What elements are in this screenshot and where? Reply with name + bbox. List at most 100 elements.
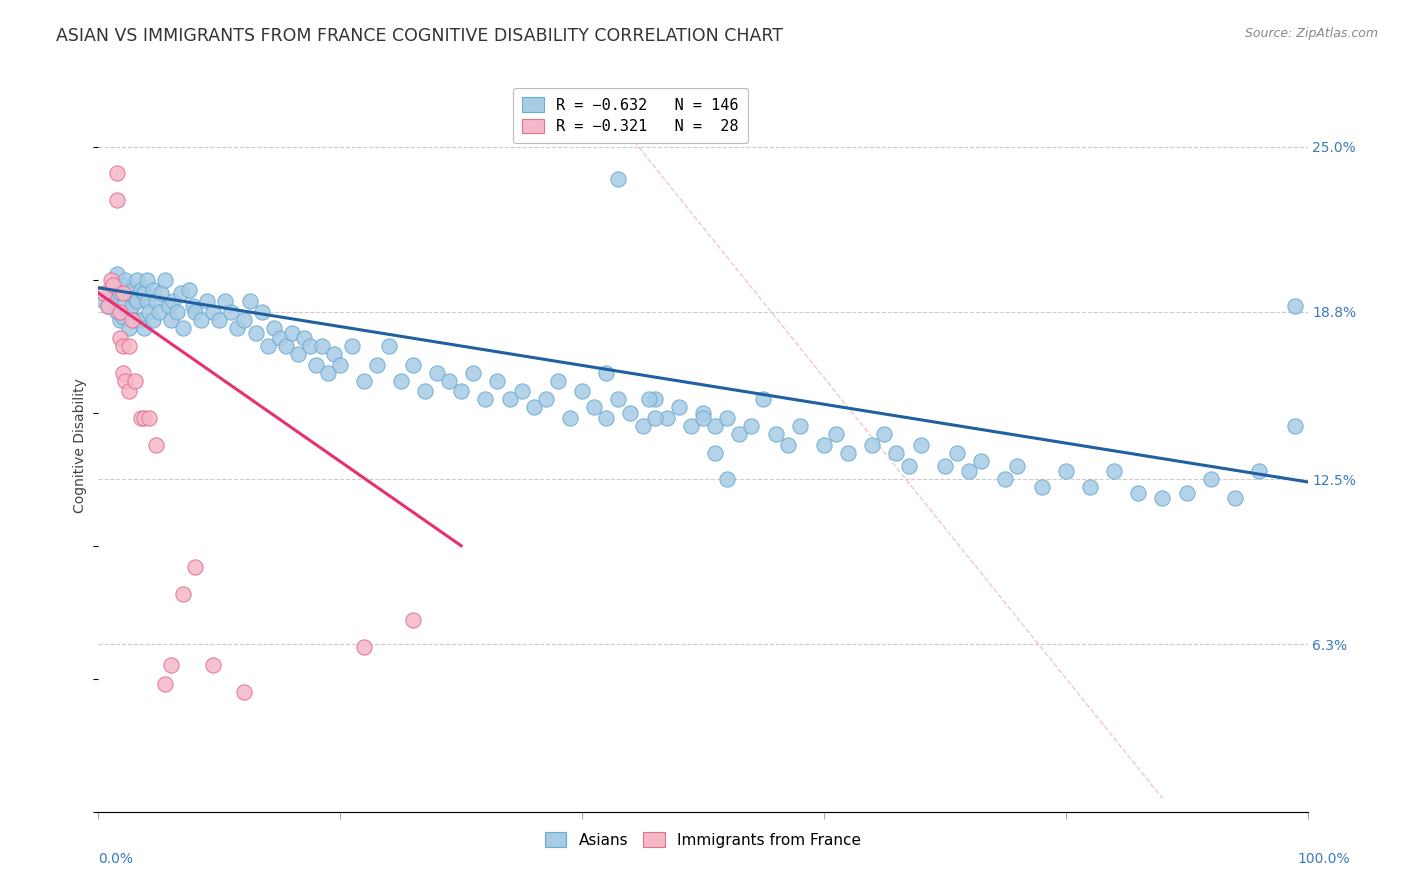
Point xyxy=(583,401,606,415)
Point xyxy=(389,374,412,388)
Point xyxy=(166,304,188,318)
Text: Source: ZipAtlas.com: Source: ZipAtlas.com xyxy=(1244,27,1378,40)
Text: ASIAN VS IMMIGRANTS FROM FRANCE COGNITIVE DISABILITY CORRELATION CHART: ASIAN VS IMMIGRANTS FROM FRANCE COGNITIV… xyxy=(56,27,783,45)
Point xyxy=(619,406,641,420)
Point xyxy=(655,411,678,425)
Point xyxy=(498,392,520,407)
Point xyxy=(1284,419,1306,434)
Point xyxy=(245,326,267,340)
Point xyxy=(118,339,141,353)
Point xyxy=(402,613,425,627)
Point xyxy=(957,464,980,478)
Point xyxy=(172,586,194,600)
Point xyxy=(105,304,128,318)
Point xyxy=(160,658,183,673)
Point xyxy=(644,411,666,425)
Point xyxy=(426,366,449,380)
Point xyxy=(150,286,173,301)
Point xyxy=(523,401,546,415)
Point xyxy=(138,411,160,425)
Point xyxy=(121,299,143,313)
Point xyxy=(134,320,156,334)
Point xyxy=(607,171,630,186)
Point xyxy=(637,392,659,407)
Point xyxy=(704,445,727,459)
Point xyxy=(486,374,509,388)
Point xyxy=(124,374,146,388)
Point xyxy=(93,286,115,301)
Point xyxy=(366,358,388,372)
Point xyxy=(752,392,775,407)
Point xyxy=(111,286,134,301)
Point xyxy=(668,401,690,415)
Point xyxy=(323,347,346,361)
Point xyxy=(644,392,666,407)
Point xyxy=(181,299,204,313)
Point xyxy=(1007,458,1029,473)
Point xyxy=(93,293,115,308)
Point xyxy=(269,331,291,345)
Point xyxy=(1175,485,1198,500)
Point xyxy=(1223,491,1246,505)
Point xyxy=(571,384,593,399)
Point xyxy=(873,427,896,442)
Point xyxy=(162,293,184,308)
Point xyxy=(101,278,124,293)
Point xyxy=(135,293,157,308)
Point xyxy=(239,293,262,308)
Point xyxy=(679,419,702,434)
Point xyxy=(595,366,617,380)
Point xyxy=(970,453,993,467)
Point xyxy=(353,374,375,388)
Point xyxy=(145,293,167,308)
Point xyxy=(631,419,654,434)
Point xyxy=(148,304,170,318)
Point xyxy=(108,304,131,318)
Point xyxy=(934,458,956,473)
Point xyxy=(214,293,236,308)
Point xyxy=(595,411,617,425)
Point xyxy=(776,438,799,452)
Point xyxy=(108,312,131,326)
Point xyxy=(1031,480,1053,494)
Text: 0.0%: 0.0% xyxy=(98,852,134,866)
Point xyxy=(111,310,134,324)
Point xyxy=(994,472,1017,486)
Point xyxy=(256,339,278,353)
Point xyxy=(1054,464,1077,478)
Point xyxy=(135,273,157,287)
Point xyxy=(202,304,225,318)
Point xyxy=(124,292,146,306)
Point xyxy=(101,289,124,303)
Point xyxy=(184,304,207,318)
Point xyxy=(124,312,146,326)
Point xyxy=(263,320,285,334)
Point xyxy=(153,677,176,691)
Point xyxy=(121,312,143,326)
Point xyxy=(704,419,727,434)
Point xyxy=(190,312,212,326)
Point xyxy=(274,339,297,353)
Point xyxy=(287,347,309,361)
Point xyxy=(510,384,533,399)
Point xyxy=(118,384,141,399)
Point xyxy=(232,685,254,699)
Point xyxy=(474,392,496,407)
Point xyxy=(1284,299,1306,313)
Point xyxy=(121,284,143,298)
Point xyxy=(142,312,165,326)
Point xyxy=(692,411,714,425)
Point xyxy=(195,293,218,308)
Point xyxy=(108,331,131,345)
Point xyxy=(292,331,315,345)
Legend: Asians, Immigrants from France: Asians, Immigrants from France xyxy=(537,824,869,855)
Point xyxy=(138,304,160,318)
Point xyxy=(740,419,762,434)
Point xyxy=(160,312,183,326)
Point xyxy=(716,472,738,486)
Point xyxy=(716,411,738,425)
Point xyxy=(1152,491,1174,505)
Point xyxy=(208,312,231,326)
Point xyxy=(886,445,908,459)
Point xyxy=(114,374,136,388)
